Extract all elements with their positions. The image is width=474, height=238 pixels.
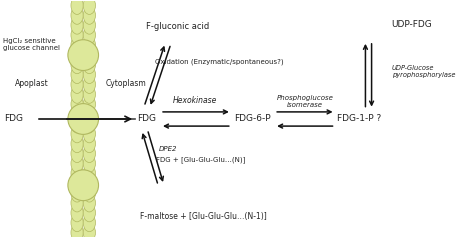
Ellipse shape xyxy=(71,204,83,222)
Text: FDG: FDG xyxy=(4,114,23,124)
Text: Apoplast: Apoplast xyxy=(15,79,48,88)
Text: Phosphoglucose
isomerase: Phosphoglucose isomerase xyxy=(276,95,333,108)
Text: FDG + [Glu-Glu-Glu…(N)]: FDG + [Glu-Glu-Glu…(N)] xyxy=(156,156,246,163)
Ellipse shape xyxy=(71,125,83,143)
Ellipse shape xyxy=(71,46,83,64)
Ellipse shape xyxy=(83,0,95,15)
Ellipse shape xyxy=(71,36,83,54)
Ellipse shape xyxy=(83,184,95,202)
Ellipse shape xyxy=(83,164,95,182)
Ellipse shape xyxy=(83,223,95,238)
Text: FDG: FDG xyxy=(137,114,156,124)
Ellipse shape xyxy=(71,105,83,123)
Text: F-gluconic acid: F-gluconic acid xyxy=(146,22,209,31)
Text: UDP-FDG: UDP-FDG xyxy=(392,20,432,29)
Text: Oxidation (Enzymatic/spontaneous?): Oxidation (Enzymatic/spontaneous?) xyxy=(155,59,283,65)
Ellipse shape xyxy=(83,26,95,44)
Ellipse shape xyxy=(83,36,95,54)
Ellipse shape xyxy=(83,16,95,34)
Ellipse shape xyxy=(71,144,83,163)
Text: FDG-1-P ?: FDG-1-P ? xyxy=(337,114,381,124)
Ellipse shape xyxy=(71,75,83,94)
Ellipse shape xyxy=(83,214,95,232)
Ellipse shape xyxy=(83,56,95,74)
Text: UDP-Glucose
pyrophosphorylase: UDP-Glucose pyrophosphorylase xyxy=(392,65,456,78)
Ellipse shape xyxy=(71,154,83,173)
Ellipse shape xyxy=(71,26,83,44)
Ellipse shape xyxy=(68,170,99,201)
Ellipse shape xyxy=(83,154,95,173)
Ellipse shape xyxy=(71,135,83,153)
Ellipse shape xyxy=(83,115,95,133)
Ellipse shape xyxy=(83,6,95,24)
Ellipse shape xyxy=(71,65,83,84)
Ellipse shape xyxy=(83,174,95,192)
Text: FDG-6-P: FDG-6-P xyxy=(234,114,270,124)
Ellipse shape xyxy=(71,56,83,74)
Text: DPE2: DPE2 xyxy=(159,146,177,152)
Ellipse shape xyxy=(83,85,95,103)
Text: Cytoplasm: Cytoplasm xyxy=(105,79,146,88)
Ellipse shape xyxy=(83,65,95,84)
Text: F-maltose + [Glu-Glu-Glu…(N-1)]: F-maltose + [Glu-Glu-Glu…(N-1)] xyxy=(140,212,267,221)
Ellipse shape xyxy=(83,95,95,113)
Ellipse shape xyxy=(83,46,95,64)
Ellipse shape xyxy=(71,16,83,34)
Text: Hexokinase: Hexokinase xyxy=(173,96,218,105)
Ellipse shape xyxy=(83,144,95,163)
Ellipse shape xyxy=(83,135,95,153)
Ellipse shape xyxy=(71,194,83,212)
Ellipse shape xyxy=(83,105,95,123)
Ellipse shape xyxy=(68,40,99,70)
Ellipse shape xyxy=(71,115,83,133)
Ellipse shape xyxy=(68,104,99,134)
Ellipse shape xyxy=(71,223,83,238)
Ellipse shape xyxy=(71,184,83,202)
Ellipse shape xyxy=(71,95,83,113)
Text: HgCl₂ sensitive
glucose channel: HgCl₂ sensitive glucose channel xyxy=(3,38,60,51)
Ellipse shape xyxy=(71,174,83,192)
Ellipse shape xyxy=(71,85,83,103)
Ellipse shape xyxy=(71,164,83,182)
Ellipse shape xyxy=(83,125,95,143)
Ellipse shape xyxy=(83,204,95,222)
Ellipse shape xyxy=(71,6,83,24)
Ellipse shape xyxy=(71,214,83,232)
Ellipse shape xyxy=(83,194,95,212)
Ellipse shape xyxy=(83,75,95,94)
Ellipse shape xyxy=(71,0,83,15)
